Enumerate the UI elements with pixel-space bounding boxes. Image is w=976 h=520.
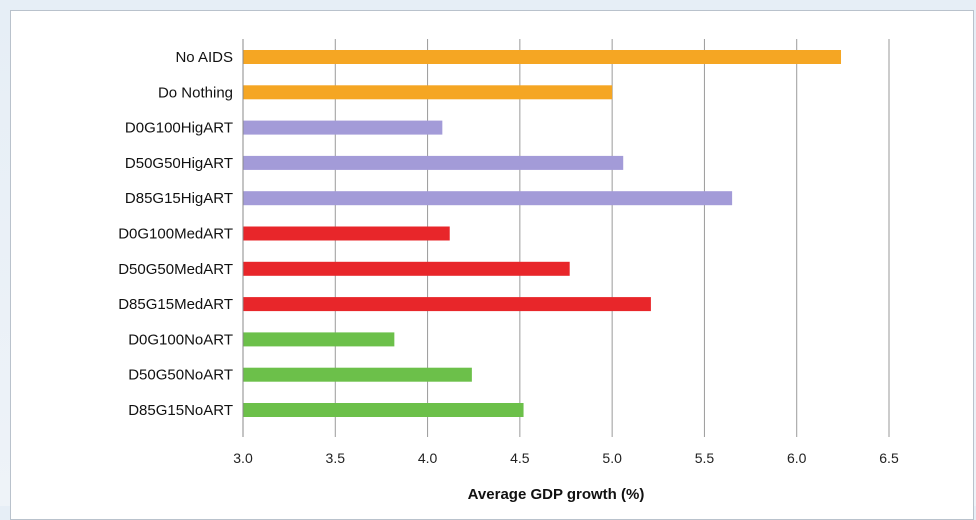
category-label: D50G50HigART	[125, 155, 233, 172]
chart-frame: No AIDS Do Nothing D0G100HigART D50G50HigAR…	[10, 10, 974, 520]
x-tick-label: 6.5	[879, 450, 899, 466]
x-tick-label: 3.5	[326, 450, 346, 466]
category-label: D0G100NoART	[128, 331, 233, 348]
category-label: D50G50MedART	[118, 261, 233, 278]
category-label: D85G15NoART	[128, 402, 233, 419]
bar-d50g50medart	[243, 261, 570, 276]
bar-d50g50noart	[243, 367, 472, 382]
x-tick-labels: 3.0 3.5 4.0 4.5 5.0 5.5 6.0 6.5	[233, 450, 899, 466]
category-label: No AIDS	[175, 49, 233, 66]
category-label: Do Nothing	[158, 84, 233, 101]
bar-chart: No AIDS Do Nothing D0G100HigART D50G50HigAR…	[118, 39, 899, 503]
x-axis-title: Average GDP growth (%)	[468, 486, 645, 503]
category-label: D85G15HigART	[125, 190, 233, 207]
x-tick-label: 6.0	[787, 450, 807, 466]
bar-no-aids	[243, 50, 842, 64]
bar-d85g15higart	[243, 191, 733, 206]
x-tick-label: 5.0	[602, 450, 622, 466]
bar-d85g15noart	[243, 403, 524, 417]
category-label: D0G100HigART	[125, 120, 233, 137]
bars	[243, 50, 842, 417]
category-label: D0G100MedART	[118, 226, 233, 243]
bar-do-nothing	[243, 85, 613, 100]
category-label: D50G50NoART	[128, 367, 233, 384]
x-tick-label: 4.0	[418, 450, 438, 466]
x-tick-label: 4.5	[510, 450, 530, 466]
bar-d0g100medart	[243, 226, 450, 241]
bar-d0g100noart	[243, 332, 395, 347]
bar-d0g100higart	[243, 120, 443, 135]
bar-d85g15medart	[243, 297, 651, 312]
x-tick-label: 5.5	[695, 450, 715, 466]
gridlines	[334, 39, 890, 437]
bar-d50g50higart	[243, 155, 624, 170]
x-tick-label: 3.0	[233, 450, 253, 466]
category-labels: No AIDS Do Nothing D0G100HigART D50G50HigAR…	[118, 49, 233, 419]
category-label: D85G15MedART	[118, 296, 233, 313]
